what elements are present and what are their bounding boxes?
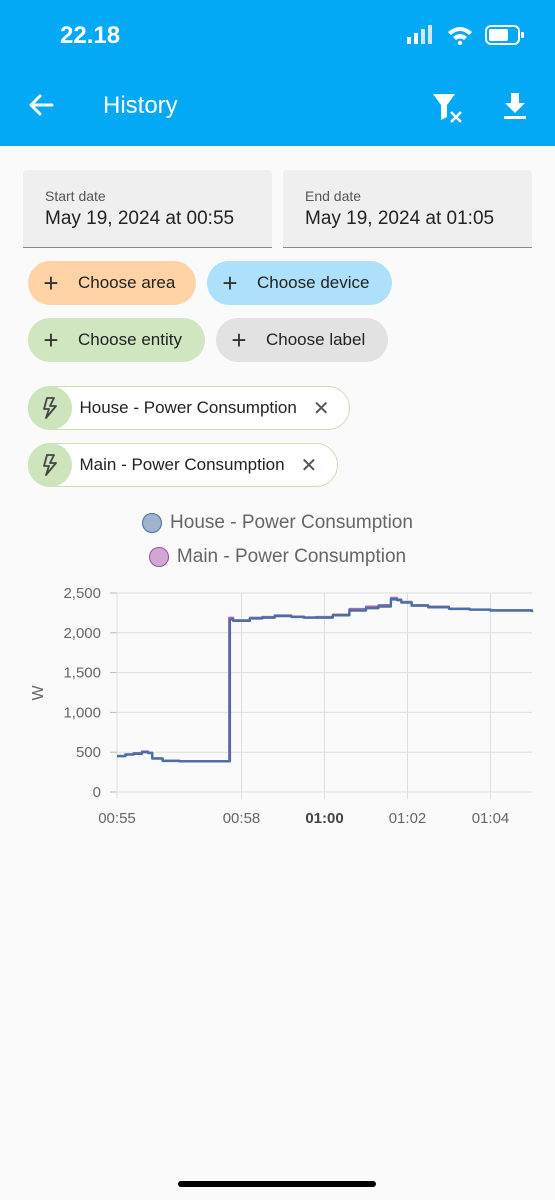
plus-icon: + [231, 325, 247, 355]
wifi-icon [448, 27, 472, 45]
legend-item-main[interactable]: Main - Power Consumption [0, 546, 555, 568]
y-tick-label: 500 [76, 744, 101, 761]
start-date-label: Start date [45, 188, 106, 204]
end-date-field[interactable]: End date May 19, 2024 at 01:05 [283, 170, 532, 248]
status-icons [405, 24, 525, 46]
flash-icon [27, 386, 72, 430]
series-line-house [117, 598, 534, 763]
x-tick-label: 01:04 [472, 810, 510, 827]
y-tick-label: 2,000 [63, 625, 101, 642]
choose-entity-label: Choose entity [78, 330, 182, 349]
download-icon[interactable] [500, 90, 530, 120]
signal-icon [407, 25, 432, 44]
start-date-field[interactable]: Start date May 19, 2024 at 00:55 [23, 170, 272, 248]
legend-label-main: Main - Power Consumption [176, 546, 407, 567]
entity-chip-house[interactable]: House - Power Consumption ✕ [27, 386, 350, 430]
page-title: History [103, 92, 178, 119]
remove-entity-icon[interactable]: ✕ [312, 397, 330, 420]
choose-device-label: Choose device [257, 273, 370, 292]
choose-label-chip[interactable]: + Choose label [216, 318, 388, 362]
x-tick-label: 01:02 [389, 810, 427, 827]
legend-swatch-main [148, 547, 169, 567]
entity-chip-main[interactable]: Main - Power Consumption ✕ [27, 443, 338, 487]
battery-icon [485, 25, 524, 45]
power-chart: 0 500 1,000 1,500 2,000 2,500 00:55 00:58 01:00… [30, 585, 534, 827]
entity-chip-main-label: Main - Power Consumption [79, 455, 285, 474]
remove-entity-icon[interactable]: ✕ [300, 454, 318, 477]
x-tick-label: 01:00 [305, 810, 343, 827]
filter-remove-icon[interactable] [430, 90, 466, 126]
legend-item-house[interactable]: House - Power Consumption [0, 512, 555, 534]
choose-area-label: Choose area [78, 273, 176, 292]
status-time: 22.18 [60, 22, 121, 49]
legend-label-house: House - Power Consumption [170, 512, 413, 533]
home-indicator [178, 1181, 376, 1187]
end-date-value: May 19, 2024 at 01:05 [305, 208, 495, 229]
flash-icon [27, 443, 72, 487]
back-arrow-icon[interactable] [26, 90, 56, 120]
choose-entity-chip[interactable]: + Choose entity [28, 318, 205, 362]
y-axis-label: W [30, 685, 47, 701]
plus-icon: + [222, 268, 238, 298]
choose-area-chip[interactable]: + Choose area [28, 261, 196, 305]
plus-icon: + [43, 268, 59, 298]
y-tick-label: 2,500 [63, 585, 101, 602]
choose-label-label: Choose label [266, 330, 366, 349]
start-date-value: May 19, 2024 at 00:55 [45, 208, 235, 229]
entity-chip-house-label: House - Power Consumption [79, 398, 297, 417]
app-bar: 22.18 History [0, 0, 555, 146]
x-tick-label: 00:58 [223, 810, 261, 827]
end-date-label: End date [305, 188, 362, 204]
legend-swatch-house [142, 513, 163, 533]
x-tick-label: 00:55 [98, 810, 136, 827]
choose-device-chip[interactable]: + Choose device [207, 261, 392, 305]
plus-icon: + [43, 325, 59, 355]
y-tick-label: 1,000 [63, 704, 101, 721]
y-tick-label: 0 [93, 784, 101, 801]
y-tick-label: 1,500 [63, 665, 101, 682]
